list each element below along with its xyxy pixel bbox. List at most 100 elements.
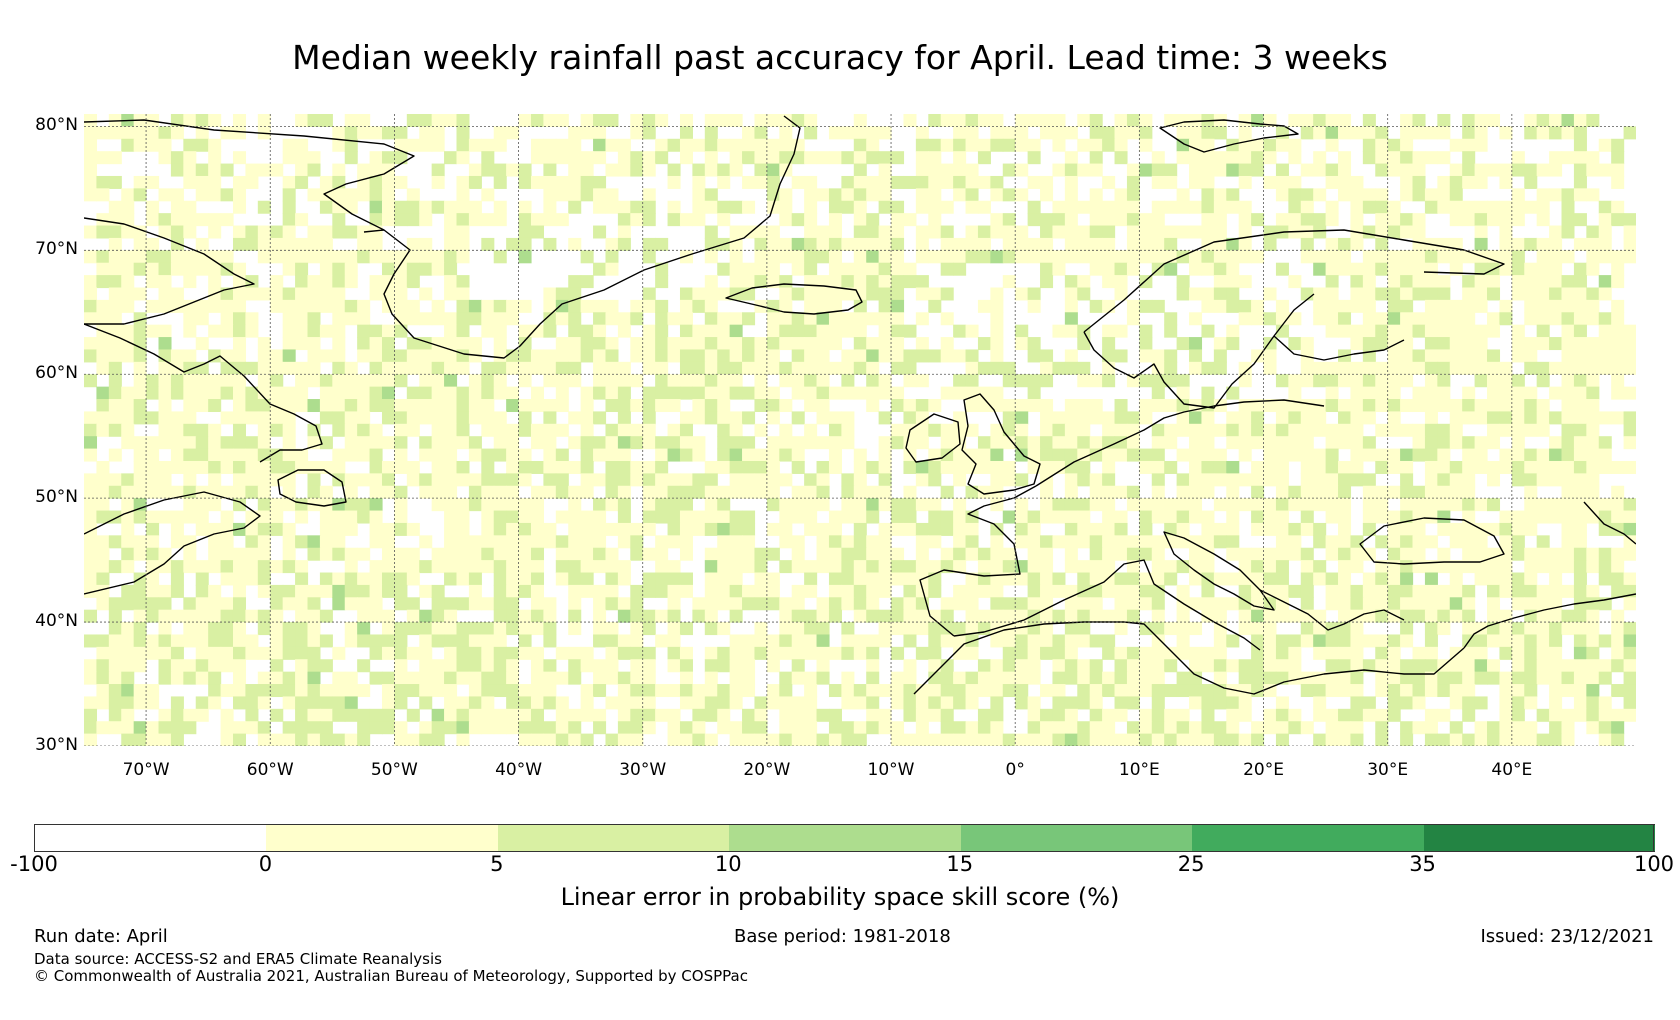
skill-cell [419,473,433,487]
skill-cell [804,498,818,512]
skill-cell [183,200,197,214]
skill-cell [580,126,594,140]
skill-cell [630,399,644,413]
skill-cell [642,572,656,586]
skill-cell [518,200,532,214]
skill-cell [1536,560,1550,574]
skill-cell [394,560,408,574]
skill-cell [1623,349,1636,363]
skill-cell [282,485,296,499]
skill-cell [1164,622,1178,636]
skill-cell [530,696,544,710]
skill-cell [1102,684,1116,698]
skill-cell [232,634,247,648]
skill-cell [1462,733,1476,746]
skill-cell [208,399,222,413]
skill-cell [1027,659,1041,673]
skill-cell [1561,659,1575,673]
skill-cell [990,114,1004,127]
skill-cell [655,460,669,474]
skill-cell [419,287,433,301]
skill-cell [84,733,98,746]
skill-cell [580,163,594,177]
skill-cell [1275,572,1289,586]
skill-cell [1536,634,1550,648]
skill-cell [1573,114,1587,127]
skill-cell [1511,163,1525,177]
skill-cell [419,646,433,660]
skill-cell [928,708,942,722]
skill-cell [1164,374,1178,388]
skill-cell [717,374,731,388]
skill-cell [530,510,544,524]
skill-cell [990,473,1004,487]
skill-cell [1561,473,1575,487]
skill-cell [1064,163,1078,177]
skill-cell [493,597,507,611]
skill-cell [232,423,247,437]
skill-cell [965,684,979,698]
skill-cell [1325,510,1339,524]
skill-cell [990,522,1004,536]
skill-cell [1213,646,1227,660]
skill-cell [456,151,470,165]
skill-cell [1487,584,1501,598]
skill-cell [1586,708,1600,722]
skill-cell [555,535,569,549]
skill-cell [493,423,507,437]
skill-cell [493,138,507,152]
skill-cell [319,510,333,524]
skill-cell [990,659,1004,673]
skill-cell [642,126,656,140]
skill-cell [1151,436,1165,450]
skill-cell [406,597,420,611]
skill-cell [1226,250,1240,264]
skill-cell [232,312,247,326]
skill-cell [729,262,743,276]
skill-cell [332,361,346,375]
skill-cell [1338,423,1352,437]
skill-cell [319,572,333,586]
skill-cell [543,324,557,338]
skill-cell [866,262,880,276]
skill-cell [977,485,991,499]
skill-cell [667,708,681,722]
skill-cell [319,609,333,623]
skill-cell [580,646,594,660]
skill-cell [419,138,433,152]
skill-cell [1536,510,1550,524]
skill-cell [779,535,793,549]
skill-cell [295,275,309,289]
skill-cell [1598,213,1612,227]
skill-cell [1573,138,1587,152]
skill-cell [804,225,818,239]
skill-cell [543,163,557,177]
skill-cell [1139,114,1153,127]
skill-cell [319,262,333,276]
skill-cell [394,721,408,735]
skill-cell [344,572,358,586]
skill-cell [1474,138,1488,152]
skill-cell [208,374,222,388]
skill-cell [1325,436,1339,450]
skill-cell [642,287,656,301]
skill-cell [146,436,160,450]
skill-cell [344,361,358,375]
skill-cell [655,312,669,326]
skill-cell [816,597,830,611]
skill-cell [84,560,98,574]
skill-cell [456,399,470,413]
skill-cell [1350,622,1364,636]
skill-cell [1611,151,1625,165]
skill-cell [295,250,309,264]
skill-cell [158,510,172,524]
skill-cell [1126,262,1140,276]
skill-cell [1536,262,1550,276]
skill-cell [96,560,110,574]
skill-cell [282,213,296,227]
skill-cell [617,510,631,524]
skill-cell [220,535,234,549]
europe-north-coast [1035,399,1325,487]
skill-cell [1151,597,1165,611]
skill-cell [1387,275,1401,289]
